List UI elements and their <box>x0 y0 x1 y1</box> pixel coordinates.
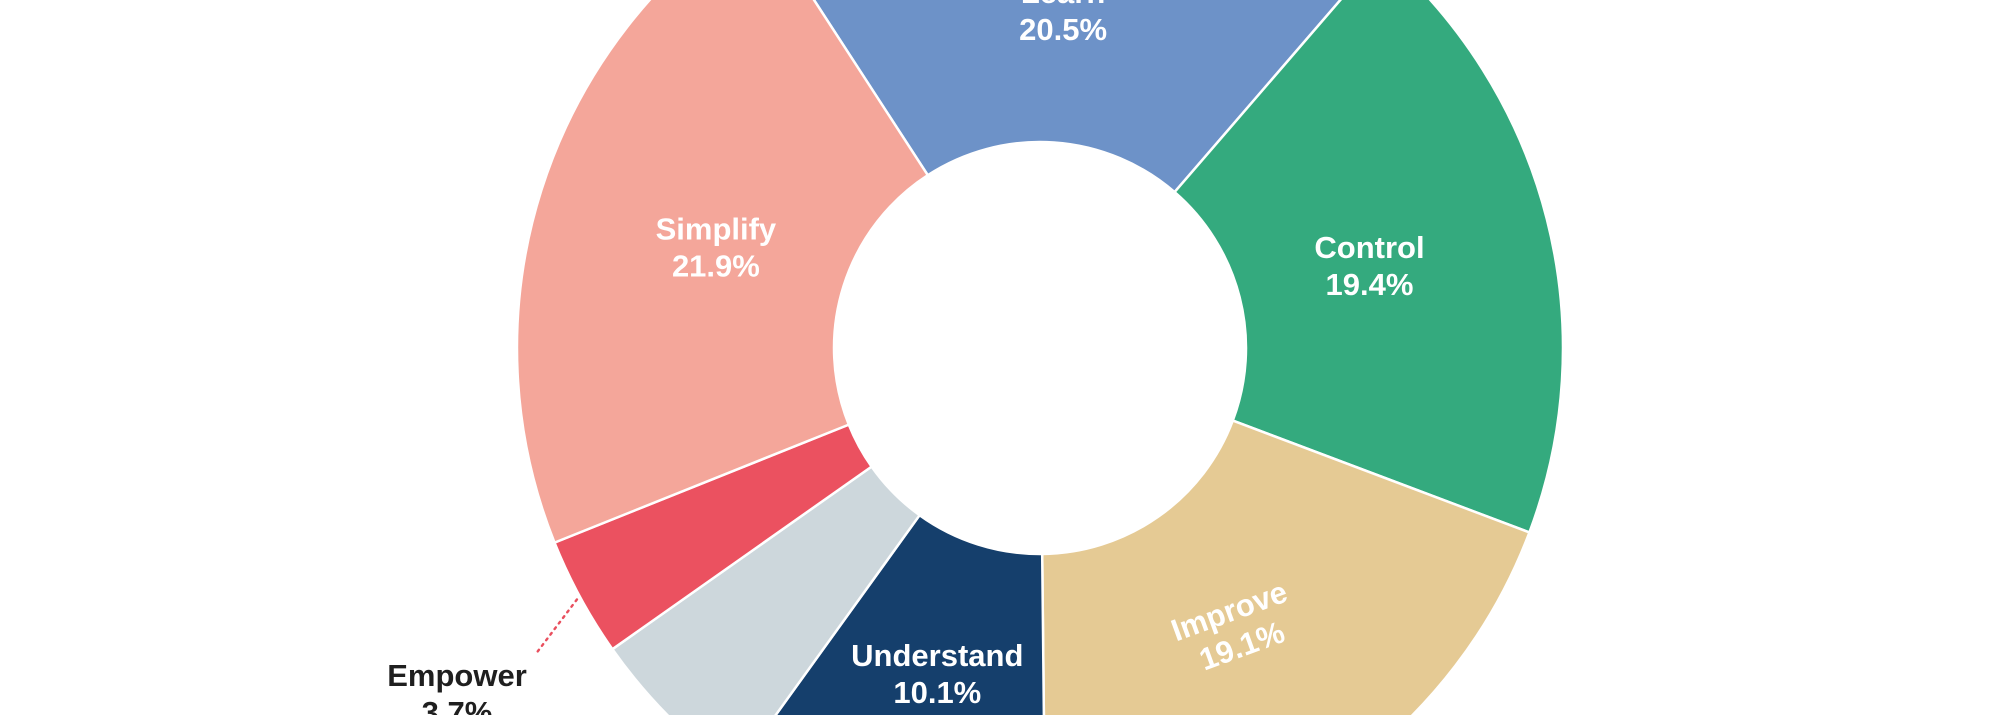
pie-slice-improve[interactable] <box>1040 419 1531 715</box>
slice-label-control: Control 19.4% <box>1314 230 1424 302</box>
pie-slice-simplify[interactable] <box>515 0 930 544</box>
pie-slice-control[interactable] <box>1173 0 1565 534</box>
slice-label-learn: Learn20.5% <box>1019 0 1107 47</box>
leader-line-empower <box>533 598 579 657</box>
pie-slice-understand[interactable] <box>734 513 1046 715</box>
slice-label-understand: Understand 10.1% <box>851 638 1023 710</box>
slice-label-simplify: Simplify 21.9% <box>656 211 777 283</box>
slice-label-empower: Empower 3.7% <box>387 658 527 715</box>
pie-slice-learn[interactable] <box>755 0 1381 194</box>
